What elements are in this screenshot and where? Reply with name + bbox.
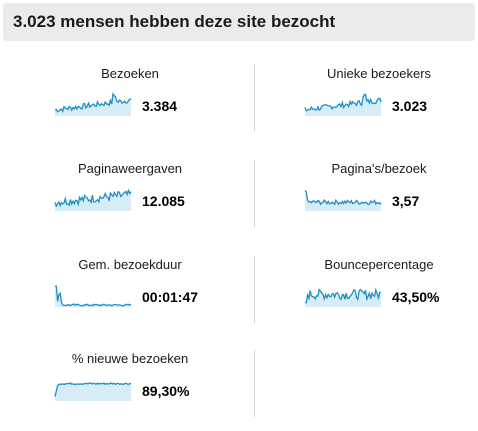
sparkline-area — [305, 190, 381, 211]
sparkline-area — [305, 289, 381, 307]
sparkline-visits — [54, 92, 131, 116]
metric-value: 12.085 — [142, 193, 185, 209]
metric-label: Bouncepercentage — [324, 257, 434, 272]
sparkline-line — [304, 189, 382, 206]
metric-avg-visit-duration[interactable]: Gem. bezoekduur 00:01:47 — [55, 257, 285, 337]
metric-label: Pagina's/bezoek — [331, 161, 427, 176]
metric-bounce-rate[interactable]: Bouncepercentage 43,50% — [305, 257, 478, 337]
metric-new-visits-percentage[interactable]: % nieuwe bezoeken 89,30% — [54, 351, 285, 431]
sparkline-line — [54, 188, 132, 208]
metric-value: 43,50% — [392, 289, 440, 305]
summary-header: 3.023 mensen hebben deze site bezocht — [3, 3, 475, 41]
metric-label: Paginaweergaven — [77, 161, 183, 176]
sparkline-new-visits-percentage — [54, 381, 132, 401]
metric-label: Gem. bezoekduur — [78, 257, 182, 272]
metric-unique-visitors[interactable]: Unieke bezoekers 3.023 — [304, 66, 478, 146]
metric-value: 3,57 — [392, 193, 420, 209]
sparkline-area — [55, 286, 131, 307]
sparkline-line — [305, 287, 382, 304]
column-divider — [254, 160, 255, 227]
metric-value: 3.384 — [142, 98, 178, 114]
column-divider — [254, 256, 255, 323]
metric-label: % nieuwe bezoeken — [71, 351, 189, 366]
metric-value: 00:01:47 — [142, 289, 199, 305]
metric-label: Unieke bezoekers — [326, 66, 432, 81]
summary-title: 3.023 mensen hebben deze site bezocht — [13, 12, 336, 31]
sparkline-pages-per-visit — [304, 189, 382, 211]
column-divider — [254, 64, 255, 131]
column-divider — [254, 350, 255, 417]
sparkline-line — [54, 381, 132, 397]
metric-label: Bezoeken — [101, 66, 159, 81]
sparkline-pageviews — [54, 188, 132, 211]
sparkline-line — [304, 93, 382, 112]
metric-value: 89,30% — [142, 383, 190, 399]
sparkline-avg-visit-duration — [55, 285, 132, 307]
sparkline-area — [55, 382, 131, 401]
metric-value: 3.023 — [392, 98, 428, 114]
metric-pageviews[interactable]: Paginaweergaven 12.085 — [54, 161, 285, 241]
sparkline-unique-visitors — [304, 93, 382, 116]
sparkline-bounce-rate — [305, 287, 382, 307]
sparkline-line — [54, 92, 131, 113]
sparkline-line — [55, 285, 132, 307]
metric-pages-per-visit[interactable]: Pagina's/bezoek 3,57 — [304, 161, 478, 241]
metric-visits[interactable]: Bezoeken 3.384 — [54, 66, 285, 146]
